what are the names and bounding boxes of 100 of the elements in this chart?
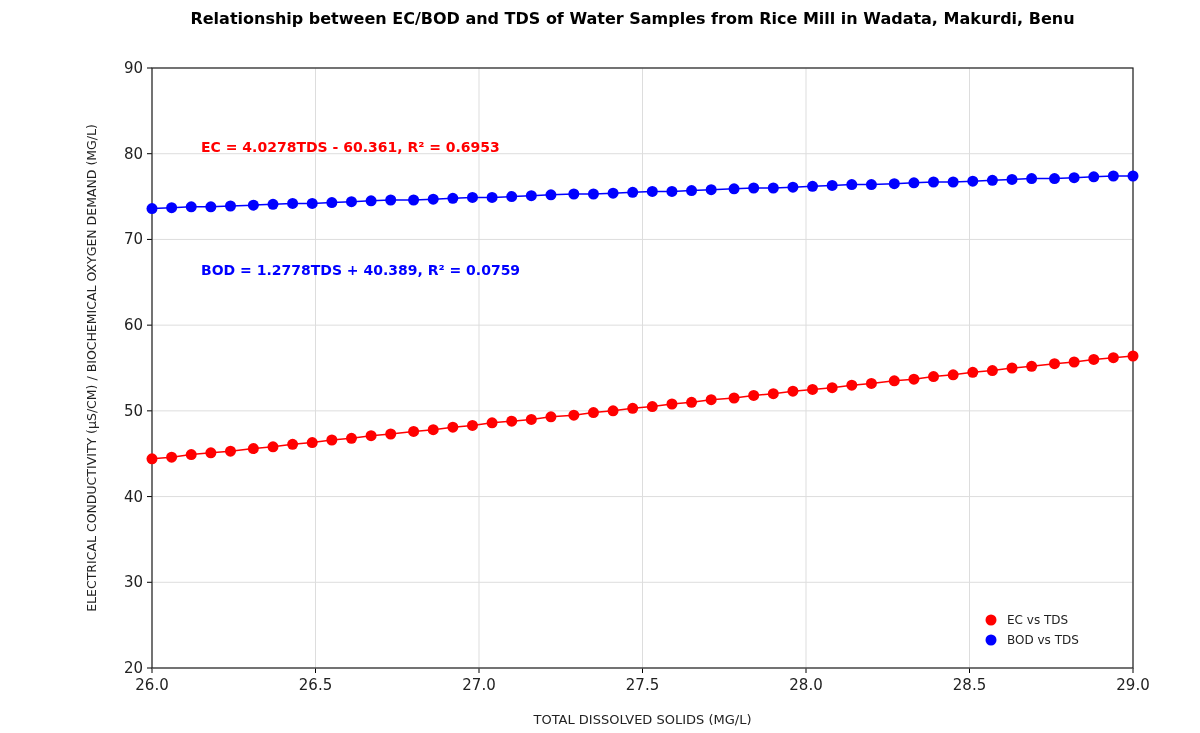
point: [587, 188, 599, 200]
point: [807, 180, 819, 192]
point: [767, 182, 779, 194]
point: [787, 181, 799, 193]
point: [705, 184, 717, 196]
point: [826, 382, 838, 394]
point: [306, 197, 318, 209]
point: [185, 201, 197, 213]
point: [627, 402, 639, 414]
point: [385, 428, 397, 440]
point: [1127, 170, 1139, 182]
y-tick-label: 20: [123, 659, 143, 677]
point: [607, 187, 619, 199]
y-tick-label: 90: [123, 59, 143, 77]
x-tick-label: 27.0: [462, 676, 496, 694]
point: [365, 430, 377, 442]
point: [748, 389, 760, 401]
x-tick-label: 29.0: [1116, 676, 1150, 694]
point: [728, 183, 740, 195]
point: [928, 371, 940, 383]
x-tick-label: 28.0: [789, 676, 823, 694]
point: [525, 413, 537, 425]
x-tick-label: 26.5: [298, 676, 333, 694]
point: [486, 191, 498, 203]
point: [466, 191, 478, 203]
point: [1068, 356, 1080, 368]
point: [646, 401, 658, 413]
point: [1107, 352, 1119, 364]
point: [166, 451, 178, 463]
point: [146, 453, 158, 465]
point: [568, 188, 580, 200]
point: [247, 199, 259, 211]
point: [846, 379, 858, 391]
annotation: BOD = 1.2778TDS + 40.389, R² = 0.0759: [201, 262, 521, 278]
y-tick-label: 70: [123, 230, 143, 249]
point: [787, 385, 799, 397]
point: [826, 179, 838, 191]
y-tick-label: 80: [123, 144, 143, 163]
point: [607, 405, 619, 417]
point: [888, 178, 900, 190]
legend-label: BOD vs TDS: [1007, 633, 1079, 647]
point: [447, 421, 459, 433]
point: [447, 192, 459, 204]
point: [326, 197, 338, 209]
point: [1006, 362, 1018, 374]
point: [427, 424, 439, 436]
point: [947, 369, 959, 381]
point: [986, 365, 998, 377]
point: [986, 174, 998, 186]
point: [486, 417, 498, 429]
point: [267, 198, 279, 210]
point: [185, 449, 197, 461]
point: [545, 189, 557, 201]
point: [345, 432, 357, 444]
point: [908, 373, 920, 385]
point: [1107, 170, 1119, 182]
y-tick-label: 30: [123, 573, 143, 592]
point: [627, 186, 639, 198]
point: [326, 434, 338, 446]
point: [666, 398, 678, 410]
point: [408, 425, 420, 437]
point: [506, 191, 518, 203]
y-tick-label: 40: [123, 487, 143, 506]
point: [705, 394, 717, 406]
y-tick-label: 50: [123, 401, 143, 420]
point: [1026, 173, 1038, 185]
point: [1049, 173, 1061, 185]
point: [545, 411, 557, 423]
point: [748, 182, 760, 194]
point: [1006, 173, 1018, 185]
point: [345, 196, 357, 208]
point: [568, 409, 580, 421]
point: [306, 437, 318, 449]
x-tick-label: 27.5: [625, 676, 660, 694]
point: [807, 383, 819, 395]
point: [865, 179, 877, 191]
point: [427, 193, 439, 205]
point: [525, 190, 537, 202]
point: [967, 175, 979, 187]
point: [205, 201, 217, 213]
point: [146, 203, 158, 215]
y-axis-title: ELECTRICAL CONDUCTIVITY (µS/CM) / BIOCHEMICAL OXYGEN DEMAND (MG/L): [84, 124, 99, 612]
point: [646, 185, 658, 197]
point: [506, 415, 518, 427]
point: [267, 441, 279, 453]
point: [287, 197, 299, 209]
point: [908, 177, 920, 189]
point: [365, 195, 377, 207]
point: [385, 194, 397, 206]
point: [865, 377, 877, 389]
point: [1049, 358, 1061, 370]
point: [1088, 171, 1100, 183]
point: [686, 185, 698, 197]
point: [888, 375, 900, 387]
legend-label: EC vs TDS: [1007, 613, 1069, 627]
x-tick-label: 26.0: [135, 676, 169, 694]
point: [408, 194, 420, 206]
point: [166, 202, 178, 214]
annotation: EC = 4.0278TDS - 60.361, R² = 0.6953: [201, 139, 500, 155]
point: [767, 388, 779, 400]
